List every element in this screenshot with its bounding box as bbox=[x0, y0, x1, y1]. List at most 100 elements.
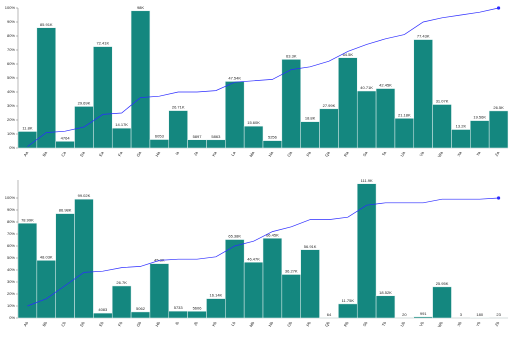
x-tick-label: Ua bbox=[399, 150, 406, 158]
bar bbox=[225, 81, 245, 149]
x-tick-label: Tb bbox=[381, 320, 388, 327]
x-tick-label: Yb bbox=[475, 320, 482, 327]
bar bbox=[356, 90, 377, 149]
y-tick-label: 20% bbox=[7, 291, 15, 296]
bar bbox=[55, 141, 75, 149]
value-label: 64 bbox=[327, 312, 332, 317]
bar bbox=[319, 108, 339, 149]
x-tick-label: Zb bbox=[494, 320, 501, 327]
cumulative-line bbox=[27, 197, 499, 307]
value-label: 5897 bbox=[193, 134, 203, 139]
x-tick-label: Bb bbox=[41, 320, 48, 327]
value-label: 4083 bbox=[98, 307, 108, 312]
value-label: 5256 bbox=[268, 135, 278, 140]
value-label: 21.18K bbox=[398, 112, 411, 117]
bar bbox=[74, 198, 94, 319]
value-label: 18.52K bbox=[379, 290, 392, 295]
value-label: 5606 bbox=[193, 305, 203, 310]
value-label: 86.98K bbox=[59, 208, 72, 213]
x-tick-label: Na bbox=[267, 150, 274, 158]
x-tick-label: Da bbox=[79, 150, 86, 158]
bar bbox=[111, 127, 132, 149]
value-label: 3 bbox=[460, 312, 463, 317]
bar bbox=[413, 316, 433, 319]
value-label: 26.5K bbox=[493, 105, 504, 110]
value-label: 4764 bbox=[61, 135, 71, 140]
value-label: 63.3K bbox=[286, 53, 297, 58]
y-tick-label: 30% bbox=[7, 103, 15, 108]
x-tick-label: Ya bbox=[475, 150, 482, 157]
value-label: 26.7K bbox=[116, 280, 127, 285]
value-label: 5733 bbox=[174, 305, 184, 310]
value-label: 29.69K bbox=[78, 100, 91, 105]
x-tick-label: Ha bbox=[154, 150, 161, 158]
y-tick-label: 70% bbox=[7, 231, 15, 236]
value-label: 27.99K bbox=[323, 103, 336, 108]
value-label: 6053 bbox=[155, 134, 165, 139]
value-label: 180 bbox=[476, 312, 483, 317]
bar bbox=[300, 249, 320, 319]
y-tick-label: 50% bbox=[7, 75, 15, 80]
x-tick-label: Xb bbox=[456, 320, 463, 327]
x-tick-label: Lb bbox=[230, 320, 237, 327]
y-tick-label: 10% bbox=[7, 303, 15, 308]
bar bbox=[356, 183, 377, 319]
x-tick-label: Sa bbox=[362, 150, 369, 157]
bar bbox=[470, 120, 490, 149]
x-tick-label: La bbox=[230, 150, 237, 157]
bar bbox=[413, 39, 433, 149]
bar bbox=[206, 298, 226, 319]
x-tick-label: Qb bbox=[324, 320, 331, 328]
cumulative-end bbox=[496, 6, 501, 10]
value-label: 78.99K bbox=[21, 217, 34, 222]
value-label: 26.71K bbox=[172, 105, 185, 110]
y-tick-label: 60% bbox=[7, 243, 15, 248]
bar bbox=[130, 10, 151, 149]
bar bbox=[206, 139, 226, 149]
bar bbox=[187, 139, 207, 149]
x-tick-label: Pb bbox=[305, 320, 312, 327]
bar bbox=[375, 295, 396, 319]
y-tick-label: 50% bbox=[7, 255, 15, 260]
y-tick-label: 90% bbox=[7, 19, 15, 24]
x-tick-label: Hb bbox=[154, 320, 161, 328]
bar bbox=[55, 213, 75, 319]
value-label: 65.38K bbox=[228, 234, 241, 239]
bar bbox=[488, 110, 509, 149]
x-tick-label: Sb bbox=[362, 320, 369, 327]
value-label: 46.47K bbox=[247, 256, 260, 261]
value-label: 98K bbox=[137, 5, 144, 10]
y-tick-label: 30% bbox=[7, 279, 15, 284]
x-tick-label: Aa bbox=[22, 150, 29, 157]
y-tick-label: 10% bbox=[7, 131, 15, 136]
value-label: 64.5K bbox=[343, 52, 354, 57]
bar bbox=[432, 286, 452, 319]
value-label: 5062 bbox=[136, 306, 146, 311]
x-tick-label: Ca bbox=[60, 150, 67, 158]
bar bbox=[149, 139, 170, 149]
value-label: 15.60K bbox=[247, 120, 260, 125]
x-tick-label: Oa bbox=[286, 150, 293, 158]
x-tick-label: Rb bbox=[343, 320, 350, 328]
bar bbox=[225, 239, 245, 319]
x-tick-label: Eb bbox=[98, 320, 105, 327]
value-label: 56.91K bbox=[304, 244, 317, 249]
value-label: 31.07K bbox=[436, 99, 449, 104]
x-tick-label: Wa bbox=[437, 150, 445, 158]
x-tick-label: Qa bbox=[324, 150, 331, 158]
bar bbox=[338, 57, 358, 149]
value-label: 18.8K bbox=[305, 116, 316, 121]
y-tick-label: 40% bbox=[7, 267, 15, 272]
bar bbox=[130, 311, 151, 319]
x-tick-label: Ib bbox=[174, 320, 180, 326]
x-tick-label: Ab bbox=[22, 320, 29, 327]
bar bbox=[243, 125, 264, 149]
bar bbox=[262, 140, 283, 149]
bar bbox=[394, 118, 415, 149]
bar bbox=[149, 263, 170, 319]
bar bbox=[36, 260, 56, 319]
value-label: 48.03K bbox=[40, 254, 53, 259]
value-label: 111.9K bbox=[361, 178, 373, 183]
bar bbox=[338, 303, 358, 319]
value-label: 19.56K bbox=[473, 115, 486, 120]
